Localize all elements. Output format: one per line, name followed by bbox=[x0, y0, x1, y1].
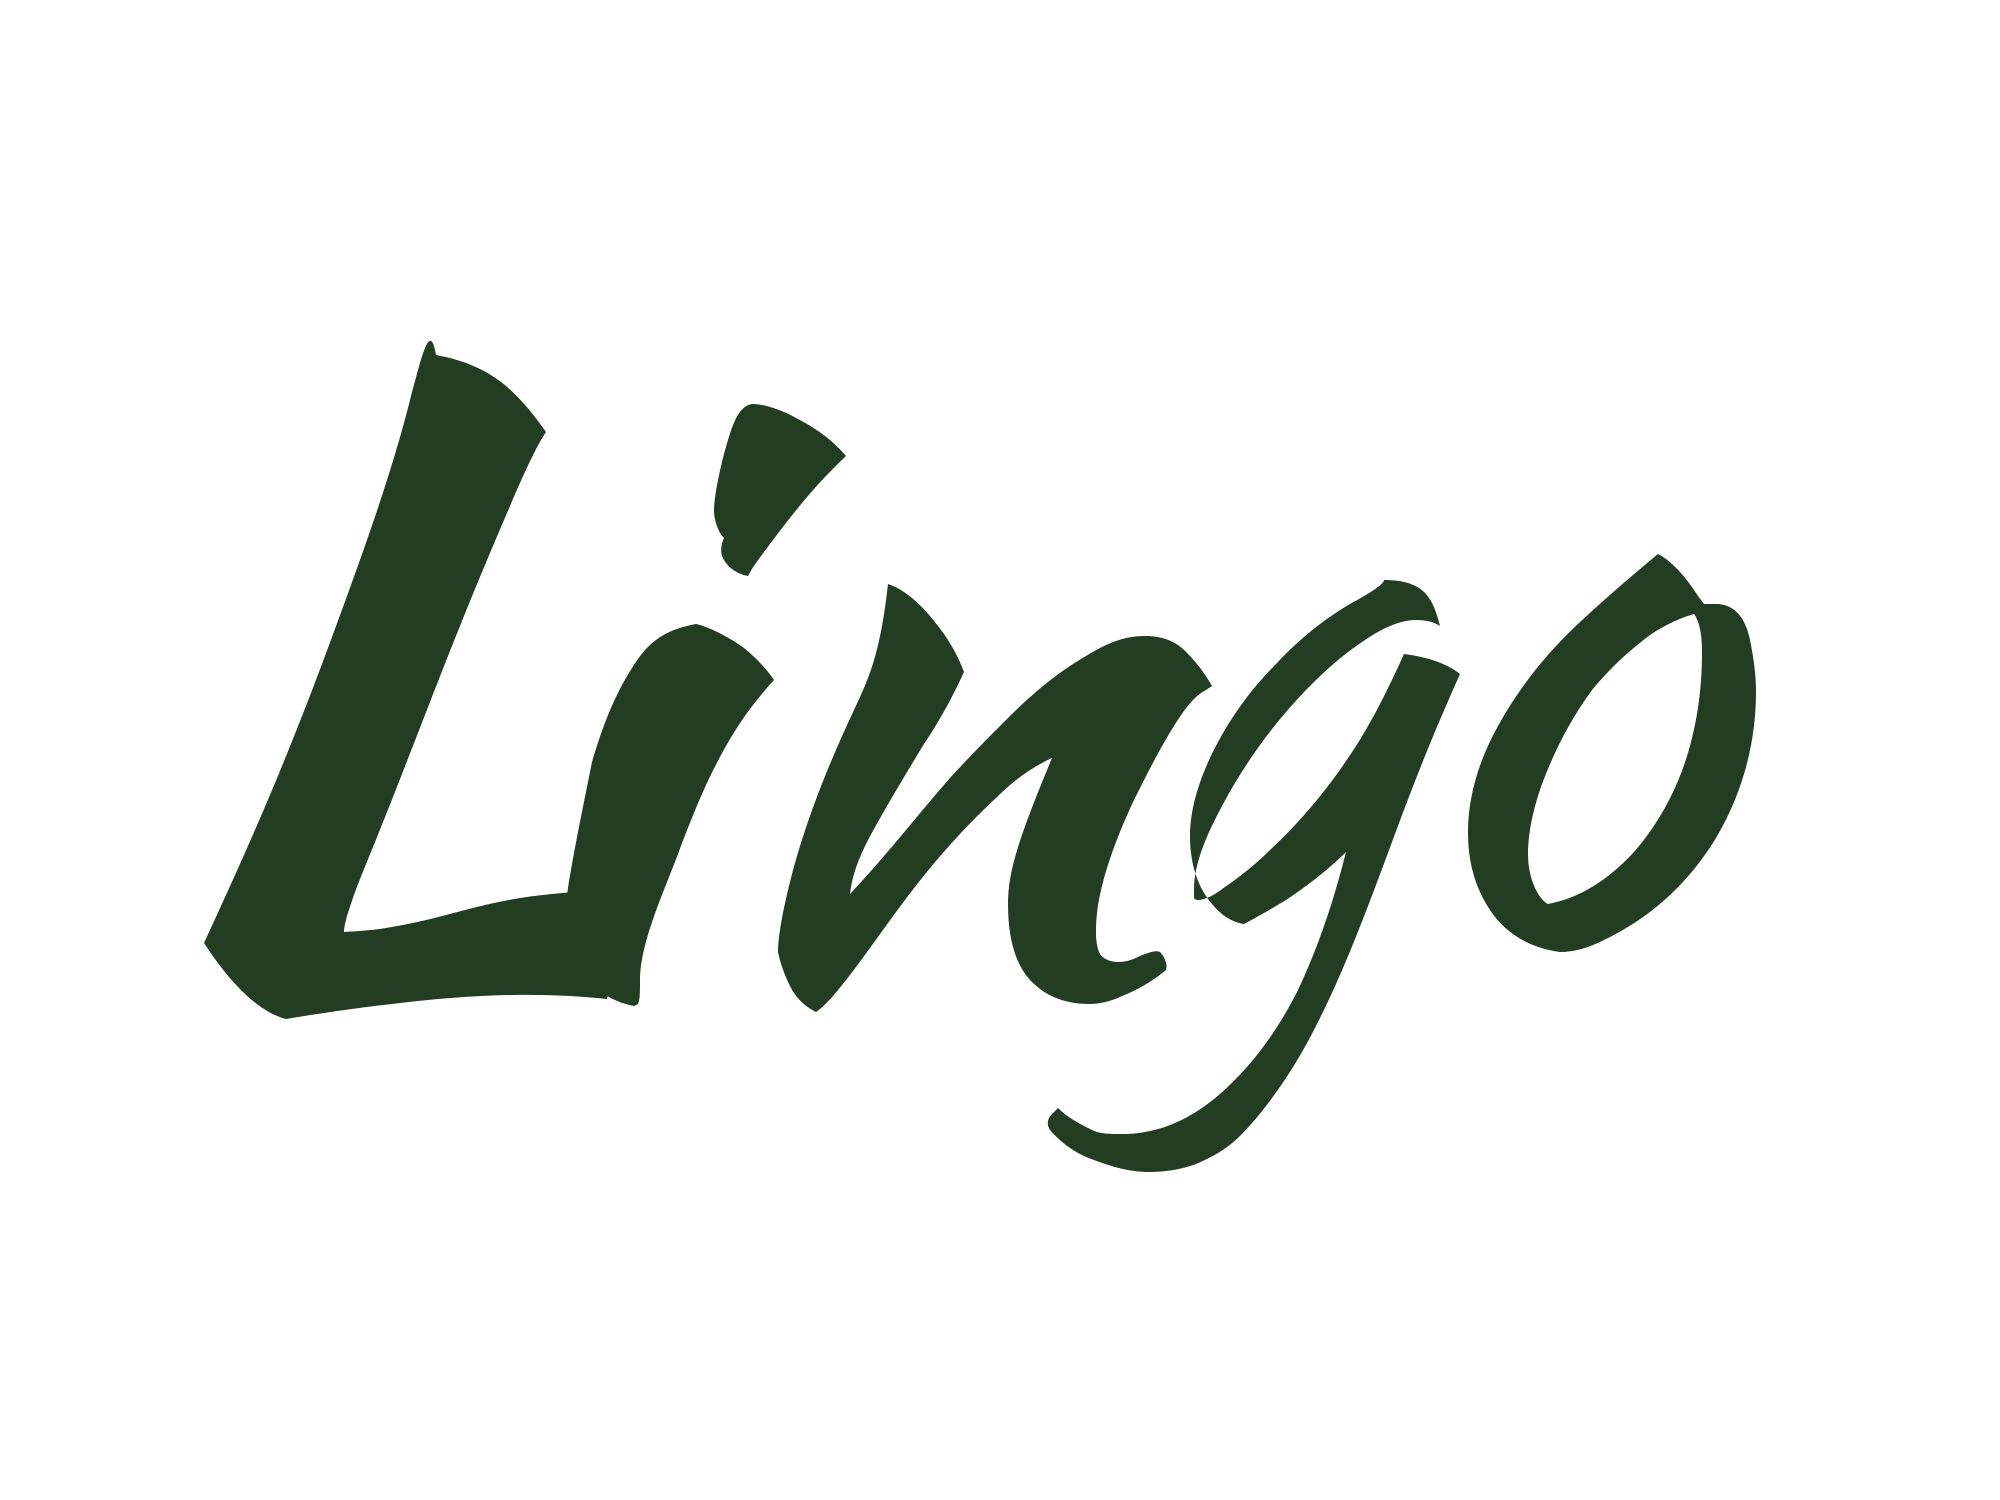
letter-n bbox=[778, 584, 1212, 1012]
letter-o bbox=[1468, 554, 1756, 952]
letter-i-stem bbox=[564, 624, 774, 1006]
letter-i-dot bbox=[714, 404, 846, 576]
letter-g bbox=[1047, 580, 1460, 1172]
letter-l bbox=[204, 340, 611, 1019]
